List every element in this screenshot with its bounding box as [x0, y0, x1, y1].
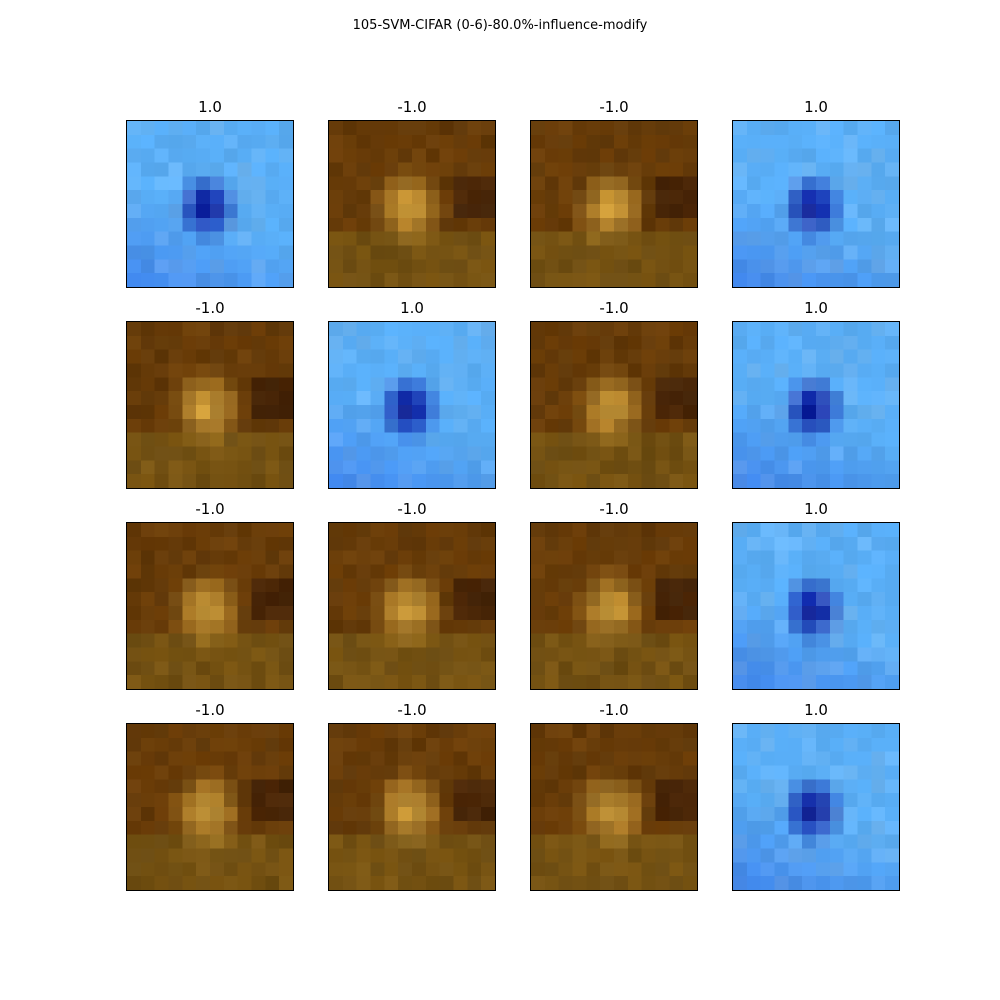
pixelated-image: [732, 723, 900, 891]
panel-label: -1.0: [599, 701, 629, 719]
panel-label: 1.0: [804, 500, 828, 518]
pixelated-image: [530, 522, 698, 690]
panel-label: 1.0: [804, 701, 828, 719]
pixelated-image: [126, 120, 294, 288]
pixelated-image: [732, 522, 900, 690]
panel-label: -1.0: [599, 98, 629, 116]
panel-label: -1.0: [397, 701, 427, 719]
pixelated-image: [126, 723, 294, 891]
panel-label: -1.0: [599, 500, 629, 518]
pixelated-image: [530, 321, 698, 489]
panel-label: 1.0: [804, 98, 828, 116]
panel-label: -1.0: [397, 500, 427, 518]
panel-label: -1.0: [195, 500, 225, 518]
pixelated-image: [530, 723, 698, 891]
pixelated-image: [328, 321, 496, 489]
panel-label: -1.0: [599, 299, 629, 317]
panel-label: 1.0: [198, 98, 222, 116]
pixelated-image: [732, 120, 900, 288]
panel-label: -1.0: [195, 701, 225, 719]
pixelated-image: [328, 120, 496, 288]
pixelated-image: [328, 522, 496, 690]
panel-label: -1.0: [397, 98, 427, 116]
pixelated-image: [328, 723, 496, 891]
pixelated-image: [530, 120, 698, 288]
pixelated-image: [126, 321, 294, 489]
figure-title: 105-SVM-CIFAR (0-6)-80.0%-influence-modi…: [352, 18, 648, 33]
panel-label: -1.0: [195, 299, 225, 317]
panel-label: 1.0: [804, 299, 828, 317]
pixelated-image: [126, 522, 294, 690]
pixelated-image: [732, 321, 900, 489]
panel-label: 1.0: [400, 299, 424, 317]
